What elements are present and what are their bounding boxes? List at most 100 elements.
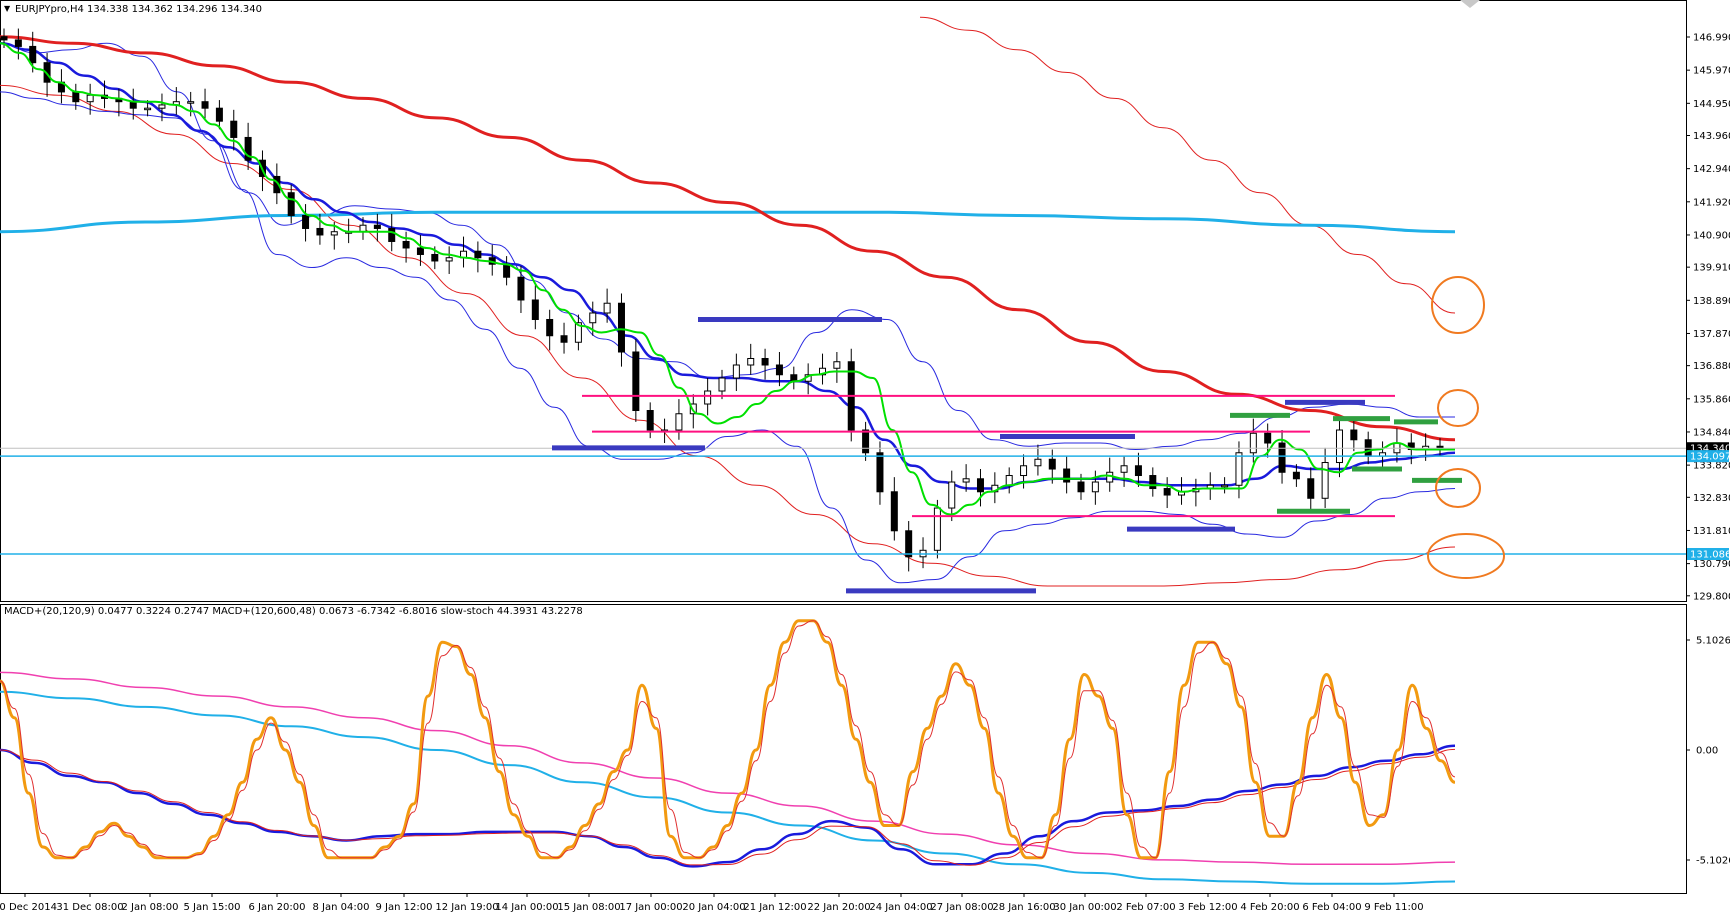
candle-body bbox=[230, 120, 238, 138]
candle[interactable] bbox=[933, 499, 941, 559]
ema-slow-line[interactable] bbox=[0, 35, 1456, 442]
annotation-circle-3[interactable] bbox=[1427, 533, 1505, 579]
candle[interactable] bbox=[546, 309, 554, 351]
candle[interactable] bbox=[890, 477, 898, 541]
annotation-circle-2[interactable] bbox=[1435, 468, 1481, 508]
candle[interactable] bbox=[158, 93, 166, 122]
candle[interactable] bbox=[517, 265, 525, 313]
price-label-box bbox=[1687, 450, 1729, 463]
candle[interactable] bbox=[244, 122, 252, 170]
candle[interactable] bbox=[215, 100, 223, 130]
candle[interactable] bbox=[474, 241, 482, 273]
price-tick-label: 129.800 bbox=[1693, 591, 1730, 602]
candle[interactable] bbox=[1292, 464, 1300, 487]
candle[interactable] bbox=[1350, 417, 1358, 452]
candle-body bbox=[790, 374, 798, 382]
macd-cyan-line[interactable] bbox=[0, 690, 1456, 885]
candle[interactable] bbox=[1063, 456, 1071, 494]
price-label-box bbox=[1687, 547, 1729, 560]
macd-pink-line[interactable] bbox=[0, 671, 1456, 866]
ema-fast-line[interactable] bbox=[0, 42, 1455, 516]
candle[interactable] bbox=[775, 351, 783, 387]
candle[interactable] bbox=[1149, 467, 1157, 497]
candle-body bbox=[589, 312, 597, 324]
candle-body bbox=[1020, 465, 1028, 477]
candle[interactable] bbox=[1307, 467, 1315, 512]
candle[interactable] bbox=[14, 28, 22, 60]
long-trend-line[interactable] bbox=[0, 210, 1456, 234]
price-tick-label: 137.870 bbox=[1693, 329, 1730, 340]
candle-body bbox=[546, 318, 554, 337]
candle[interactable] bbox=[1321, 447, 1329, 509]
dropdown-arrow-icon[interactable]: ▼ bbox=[4, 4, 11, 13]
candle[interactable] bbox=[402, 231, 410, 263]
candle[interactable] bbox=[962, 464, 970, 492]
stoch-signal-line[interactable] bbox=[0, 620, 1456, 859]
candle-body bbox=[890, 491, 898, 532]
candle[interactable] bbox=[747, 343, 755, 375]
x-tick-label: 12 Jan 19:00 bbox=[435, 902, 498, 913]
candle-body bbox=[273, 175, 281, 194]
candle[interactable] bbox=[445, 246, 453, 274]
candle[interactable] bbox=[862, 421, 870, 461]
macd-red-line[interactable] bbox=[0, 748, 1456, 866]
candle-body bbox=[718, 377, 726, 392]
candle[interactable] bbox=[287, 184, 295, 224]
candle[interactable] bbox=[1249, 418, 1257, 463]
price-tick-label: 134.840 bbox=[1693, 427, 1730, 438]
candle[interactable] bbox=[876, 441, 884, 505]
candle[interactable] bbox=[1034, 444, 1042, 476]
price-tick-label: 132.830 bbox=[1693, 493, 1730, 504]
annotation-circle-0[interactable] bbox=[1431, 276, 1485, 334]
price-tick-label: 133.820 bbox=[1693, 461, 1730, 472]
candle[interactable] bbox=[675, 399, 683, 440]
macd-blue-line[interactable] bbox=[0, 744, 1456, 868]
x-tick-label: 2 Feb 07:00 bbox=[1116, 902, 1175, 913]
candle-body bbox=[29, 45, 37, 64]
candle[interactable] bbox=[718, 369, 726, 400]
candle-body bbox=[1134, 465, 1142, 477]
candle[interactable] bbox=[531, 285, 539, 330]
candle-body bbox=[617, 302, 625, 353]
candle[interactable] bbox=[761, 348, 769, 380]
candle[interactable] bbox=[273, 163, 281, 205]
candle[interactable] bbox=[1221, 477, 1229, 494]
candle[interactable] bbox=[560, 322, 568, 354]
candle[interactable] bbox=[1134, 452, 1142, 487]
candle[interactable] bbox=[1163, 477, 1171, 509]
band-lower-line[interactable] bbox=[0, 91, 1456, 584]
candle-body bbox=[1278, 442, 1286, 473]
candle-body bbox=[833, 361, 841, 369]
candle[interactable] bbox=[833, 351, 841, 383]
candle[interactable] bbox=[1091, 470, 1099, 505]
x-tick-label: 21 Jan 12:00 bbox=[743, 902, 806, 913]
scroll-marker[interactable] bbox=[1460, 0, 1480, 8]
price-pane[interactable] bbox=[0, 0, 1687, 602]
candle[interactable] bbox=[187, 91, 195, 117]
candle[interactable] bbox=[632, 338, 640, 422]
candle[interactable] bbox=[1120, 456, 1128, 487]
candle[interactable] bbox=[144, 100, 152, 117]
candle[interactable] bbox=[373, 213, 381, 242]
candle-body bbox=[603, 302, 611, 314]
candle[interactable] bbox=[302, 204, 310, 242]
candle-body bbox=[632, 351, 640, 412]
candle[interactable] bbox=[948, 470, 956, 522]
price-label-text: 134.097 bbox=[1690, 452, 1730, 463]
candle[interactable] bbox=[416, 234, 424, 266]
candle[interactable] bbox=[603, 288, 611, 323]
annotation-circle-1[interactable] bbox=[1437, 389, 1479, 427]
price-tick-label: 130.790 bbox=[1693, 559, 1730, 570]
candle[interactable] bbox=[732, 353, 740, 392]
candle[interactable] bbox=[230, 109, 238, 151]
x-tick-label: 4 Feb 20:00 bbox=[1240, 902, 1299, 913]
candle[interactable] bbox=[976, 469, 984, 507]
candle-body bbox=[675, 413, 683, 431]
candle-body bbox=[158, 104, 166, 109]
candle[interactable] bbox=[201, 88, 209, 120]
price-tick-label: 136.880 bbox=[1693, 361, 1730, 372]
candle[interactable] bbox=[574, 314, 582, 351]
candle[interactable] bbox=[905, 521, 913, 572]
envelope-upper-line[interactable] bbox=[919, 16, 1456, 314]
